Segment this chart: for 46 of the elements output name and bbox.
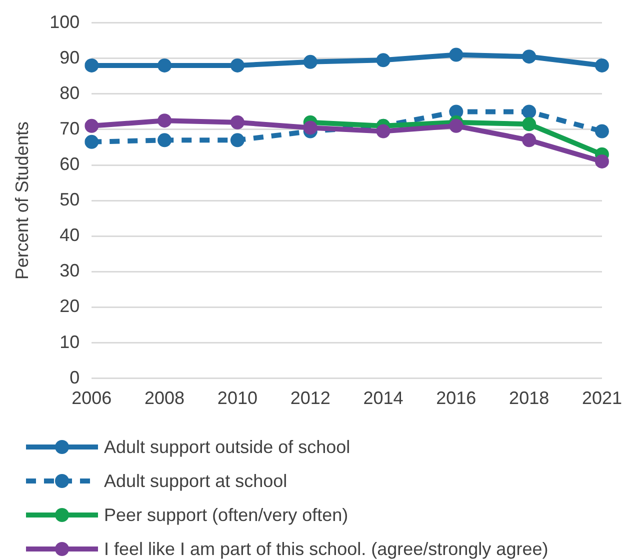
point	[230, 115, 244, 130]
point	[158, 133, 172, 148]
point	[449, 118, 464, 133]
legend-label: Adult support at school	[104, 470, 288, 492]
y-tick-label: 40	[60, 225, 80, 246]
y-tick-label: 90	[60, 47, 80, 68]
point	[84, 118, 99, 133]
x-tick-label: 2018	[509, 388, 550, 408]
point	[84, 134, 99, 149]
y-tick-label: 70	[60, 118, 80, 138]
y-tick-label: 0	[70, 367, 80, 388]
point	[303, 54, 318, 69]
x-tick-label: 2006	[72, 388, 112, 408]
point	[449, 48, 464, 62]
point	[594, 58, 609, 72]
y-tick-label: 100	[50, 12, 80, 32]
legend-label: Adult support outside of school	[104, 436, 350, 458]
point	[303, 120, 318, 135]
y-tick-label: 30	[60, 260, 80, 281]
x-tick-label: 2014	[363, 388, 404, 408]
x-tick-label: 2008	[144, 388, 185, 408]
legend-label: I feel like I am part of this school. (agree/strongly agree)	[104, 538, 548, 560]
point	[158, 114, 172, 128]
point	[522, 133, 536, 148]
x-tick-label: 2010	[217, 388, 258, 408]
point	[84, 58, 99, 72]
x-tick-label: 2016	[436, 388, 476, 408]
point	[158, 58, 172, 72]
point	[522, 117, 536, 132]
x-tick-label: 2012	[290, 388, 330, 408]
point	[376, 53, 390, 68]
point	[230, 58, 244, 72]
point	[594, 154, 609, 168]
y-tick-label: 60	[60, 154, 80, 174]
point	[376, 124, 390, 138]
y-tick-label: 20	[60, 296, 80, 316]
point	[522, 104, 536, 119]
y-tick-label: 10	[60, 332, 80, 352]
x-tick-label: 2021	[582, 388, 622, 408]
point	[594, 124, 609, 138]
point	[522, 50, 536, 64]
y-tick-label: 80	[60, 82, 80, 103]
y-axis-title: Percent of Students	[12, 122, 32, 280]
legend-label: Peer support (often/very often)	[104, 504, 348, 526]
point	[230, 133, 244, 148]
y-tick-label: 50	[60, 190, 80, 210]
